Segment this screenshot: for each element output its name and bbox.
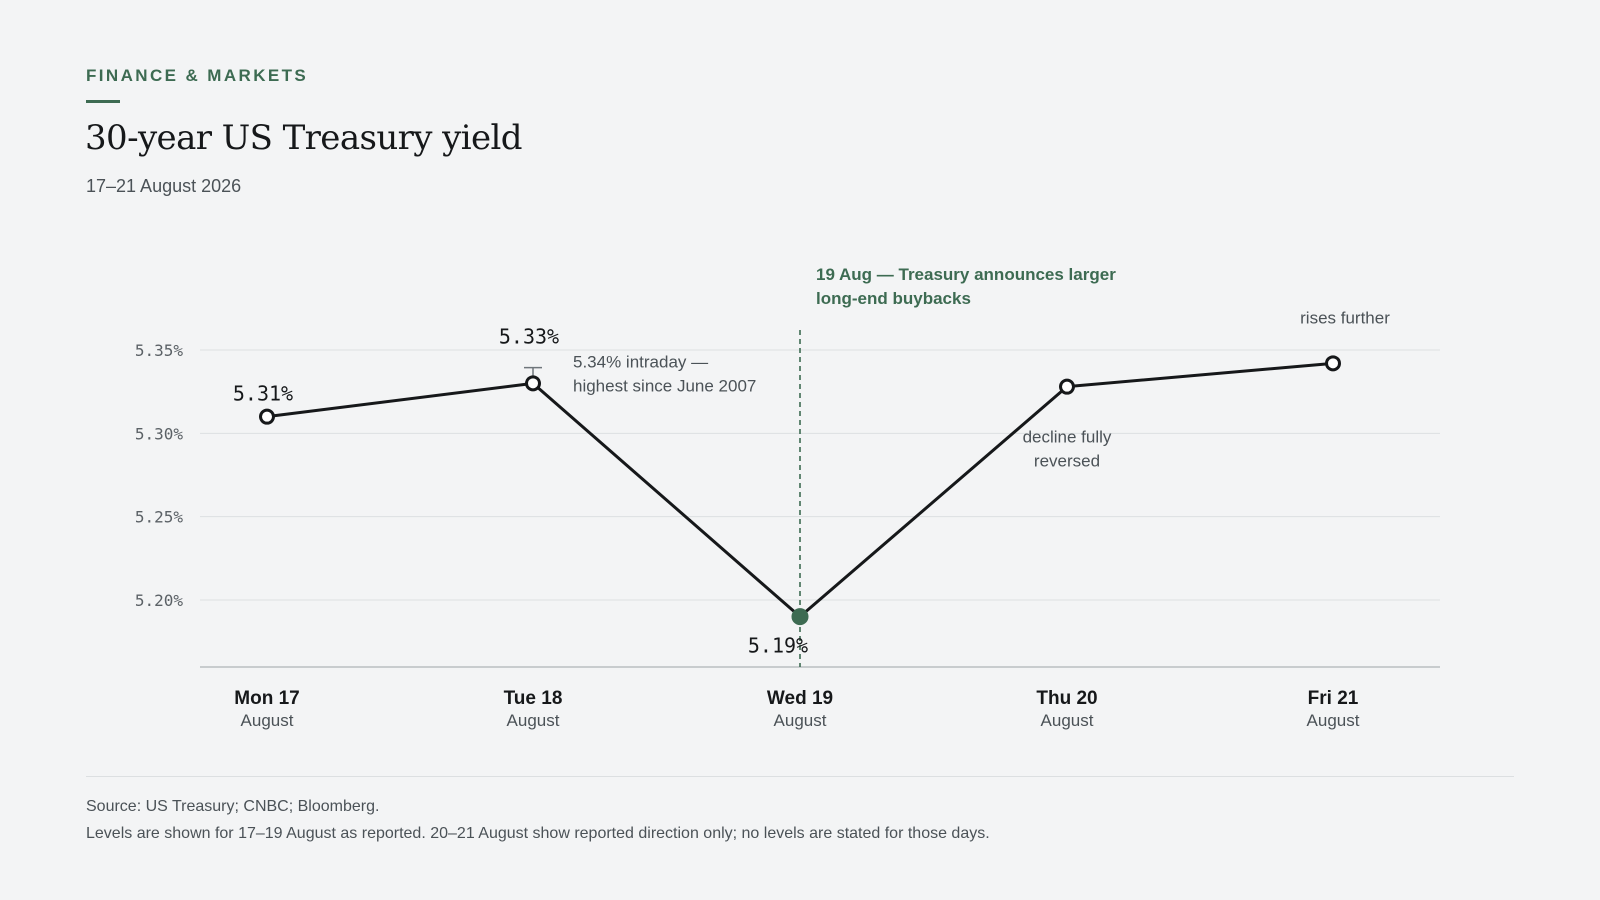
footer-divider [86,776,1514,777]
chart-title: 30-year US Treasury yield [85,118,523,158]
kicker-underline [86,100,120,103]
data-label: 5.19% [748,634,808,658]
section-kicker: FINANCE & MARKETS [86,66,309,85]
data-point [525,375,541,392]
y-tick-label: 5.30% [135,424,184,443]
x-tick-sublabel: August [1307,711,1360,730]
x-tick-sublabel: August [241,711,294,730]
data-point [1059,378,1075,395]
data-point [259,408,275,425]
data-point-low [791,608,809,626]
data-point [1325,355,1341,372]
y-tick-label: 5.20% [135,591,184,610]
x-tick-sublabel: August [1041,711,1094,730]
event-annotation: long-end buybacks [816,289,971,308]
y-tick-label: 5.35% [135,341,184,360]
x-tick-label: Mon 17 [234,688,299,709]
point-annotation: rises further [1300,308,1390,327]
data-label: 5.33% [499,324,559,348]
x-tick-label: Fri 21 [1308,688,1359,709]
x-tick-label: Wed 19 [767,688,833,709]
x-tick-label: Thu 20 [1036,688,1097,709]
point-annotation: reversed [1034,452,1100,471]
event-annotation: 19 Aug — Treasury announces larger [816,265,1116,284]
x-tick-sublabel: August [507,711,560,730]
x-tick-sublabel: August [774,711,827,730]
series-line [266,361,1334,619]
point-annotation: highest since June 2007 [573,376,756,395]
point-annotation: decline fully [1023,428,1112,447]
point-annotation: 5.34% intraday — [573,352,708,371]
source-note: Source: US Treasury; CNBC; Bloomberg. [86,798,380,815]
chart-subtitle: 17–21 August 2026 [86,176,242,196]
data-label: 5.31% [233,382,293,406]
x-tick-label: Tue 18 [504,688,563,709]
method-note: Levels are shown for 17–19 August as rep… [86,825,990,842]
y-tick-label: 5.25% [135,508,184,527]
